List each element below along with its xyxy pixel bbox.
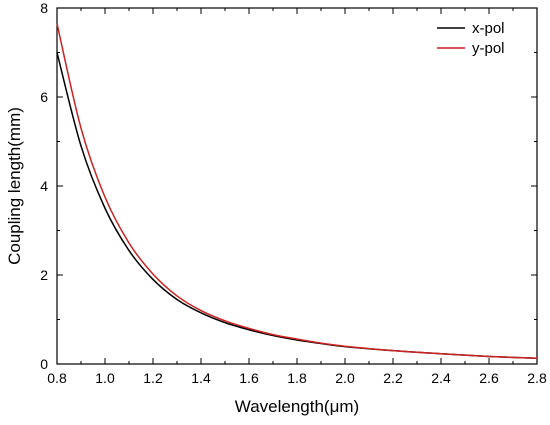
y-tick-label: 2 bbox=[40, 267, 48, 283]
y-axis-ticks: 0 2 4 6 8 bbox=[40, 0, 537, 372]
legend: x-pol y-pol bbox=[437, 20, 505, 57]
y-tick-label: 4 bbox=[40, 178, 48, 194]
x-tick-label: 1.4 bbox=[191, 370, 211, 386]
x-tick-label: 2.0 bbox=[335, 370, 355, 386]
y-tick-label: 8 bbox=[40, 0, 48, 16]
x-tick-label: 2.2 bbox=[383, 370, 403, 386]
x-tick-label: 2.6 bbox=[479, 370, 499, 386]
x-tick-label: 1.2 bbox=[143, 370, 163, 386]
plot-frame bbox=[56, 7, 538, 365]
x-tick-label: 2.4 bbox=[431, 370, 451, 386]
y-axis-title: Coupling length(mm) bbox=[5, 107, 24, 265]
series-line-x-pol bbox=[56, 52, 538, 359]
series-layer bbox=[56, 23, 538, 359]
y-tick-label: 6 bbox=[40, 89, 48, 105]
series-line-y-pol bbox=[56, 23, 538, 359]
x-tick-label: 0.8 bbox=[47, 370, 67, 386]
x-tick-label: 1.6 bbox=[239, 370, 259, 386]
legend-label-y-pol: y-pol bbox=[472, 40, 505, 57]
x-axis-title: Wavelength(μm) bbox=[235, 397, 359, 416]
y-tick-label: 0 bbox=[40, 356, 48, 372]
legend-label-x-pol: x-pol bbox=[472, 20, 505, 37]
x-tick-label: 1.0 bbox=[95, 370, 115, 386]
x-tick-label: 1.8 bbox=[287, 370, 307, 386]
x-tick-label: 2.8 bbox=[527, 370, 547, 386]
x-axis-ticks: 0.8 1.0 1.2 1.4 1.6 1.8 2.0 2.2 2.4 2.6 2.8 bbox=[47, 8, 547, 386]
